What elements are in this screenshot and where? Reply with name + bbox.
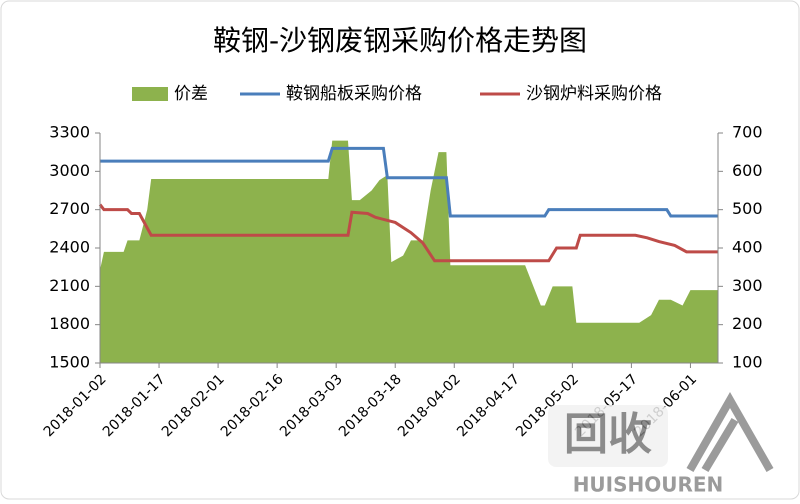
y2-tick-label: 100 [732, 353, 763, 372]
y2-tick-label: 400 [732, 238, 763, 257]
y2-tick-label: 200 [732, 314, 763, 333]
line [100, 146, 718, 218]
legend-label: 鞍钢船板采购价格 [286, 84, 422, 104]
watermark-text: HUISHOUREN [573, 473, 724, 497]
y-tick-label: 2400 [49, 238, 90, 257]
y-tick-label: 1500 [49, 353, 90, 372]
y-tick-label: 2700 [49, 199, 90, 218]
watermark-logo: 回收 [564, 409, 652, 460]
y-tick-label: 3000 [49, 161, 90, 180]
watermark: 回收 HUISHOUREN [548, 391, 774, 497]
watermark-box [548, 405, 668, 467]
y-tick-label: 2100 [49, 276, 90, 295]
legend-label: 价差 [174, 84, 208, 104]
y2-tick-label: 500 [732, 199, 763, 218]
y2-tick-label: 600 [732, 161, 763, 180]
y2-tick-label: 300 [732, 276, 763, 295]
chart-title: 鞍钢-沙钢废钢采购价格走势图 [213, 24, 587, 57]
area [100, 140, 718, 363]
legend-label: 沙钢炉料采购价格 [526, 84, 662, 104]
y-tick-label: 1800 [49, 314, 90, 333]
y2-tick-label: 700 [732, 123, 763, 142]
legend-swatch [132, 87, 168, 101]
line [98, 203, 718, 263]
y-tick-label: 3300 [49, 123, 90, 142]
watermark-icon [686, 391, 774, 473]
